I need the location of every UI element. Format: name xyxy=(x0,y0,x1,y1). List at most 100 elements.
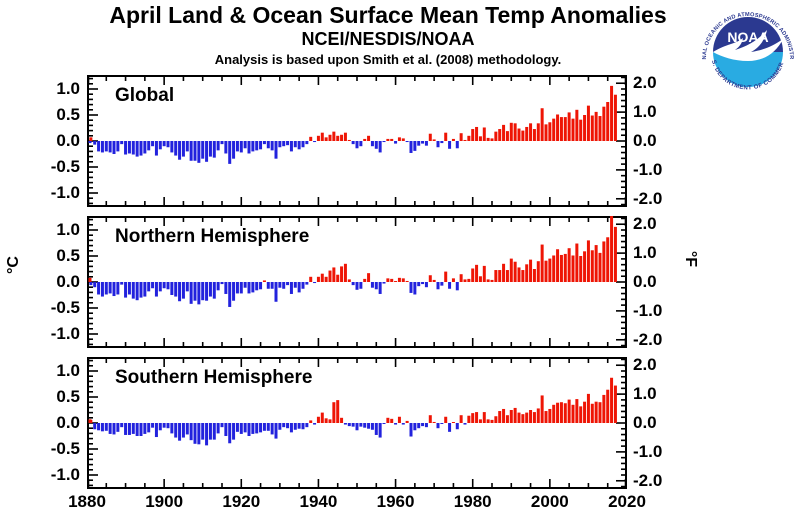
bar-1949 xyxy=(351,282,355,286)
bar-1881 xyxy=(89,419,93,423)
bar-1972 xyxy=(440,282,444,286)
bar-1980 xyxy=(471,413,475,423)
bar-1946 xyxy=(340,134,344,141)
bar-1897 xyxy=(151,423,155,428)
bar-2015 xyxy=(606,389,610,423)
bar-1888 xyxy=(116,423,120,432)
bar-2013 xyxy=(598,252,602,282)
bar-1900 xyxy=(162,282,166,289)
y-tick-label-c: 0.0 xyxy=(56,272,80,291)
bar-1969 xyxy=(428,415,432,423)
bar-1985 xyxy=(490,279,494,282)
bar-1960 xyxy=(394,141,398,144)
bar-1895 xyxy=(143,141,147,154)
bar-2002 xyxy=(556,114,560,141)
bar-1955 xyxy=(374,423,378,435)
bar-1884 xyxy=(100,423,104,432)
bar-1904 xyxy=(178,141,182,160)
bar-1931 xyxy=(282,282,286,289)
bar-1994 xyxy=(525,126,529,141)
bar-2014 xyxy=(602,394,606,423)
bar-1986 xyxy=(494,416,498,423)
bars xyxy=(88,85,617,164)
y-tick-label-c: -1.0 xyxy=(50,324,80,343)
bar-1881 xyxy=(89,282,93,286)
x-tick-label: 1900 xyxy=(145,492,184,511)
bar-1929 xyxy=(274,423,278,439)
bar-1950 xyxy=(355,423,359,431)
bar-1957 xyxy=(382,282,386,284)
bar-1950 xyxy=(355,282,359,290)
bar-1992 xyxy=(517,128,521,141)
bar-1891 xyxy=(127,141,131,154)
y-tick-label-f: 2.0 xyxy=(633,73,657,93)
bar-1894 xyxy=(139,141,143,156)
bar-2016 xyxy=(610,216,614,282)
bar-1966 xyxy=(417,141,421,146)
bar-1908 xyxy=(193,423,197,444)
bar-1925 xyxy=(259,141,263,150)
bar-1942 xyxy=(324,276,328,282)
bar-1982 xyxy=(478,276,482,282)
bar-1938 xyxy=(309,276,313,282)
seagull-icon xyxy=(713,30,783,61)
bar-2007 xyxy=(575,109,579,141)
bar-1890 xyxy=(124,282,128,298)
y-tick-label-c: -0.5 xyxy=(50,439,80,458)
bar-1985 xyxy=(490,138,494,141)
bar-1917 xyxy=(228,141,232,164)
bar-2000 xyxy=(548,258,552,282)
bar-1991 xyxy=(513,261,517,282)
x-tick-label: 1980 xyxy=(453,492,492,511)
bar-1953 xyxy=(367,273,371,282)
bar-1937 xyxy=(305,141,309,145)
bar-1883 xyxy=(97,141,101,152)
bar-2003 xyxy=(559,402,563,423)
bar-1928 xyxy=(270,282,274,289)
noaa-logo: NOAA NATIONAL OCEANIC AND ATMOSPHERIC AD… xyxy=(694,0,800,104)
bar-2007 xyxy=(575,243,579,282)
bar-1934 xyxy=(293,141,297,148)
figure-subtitle: NCEI/NESDIS/NOAA xyxy=(301,29,475,50)
bar-1963 xyxy=(405,280,409,282)
y-tick-label-c: -1.0 xyxy=(50,183,80,202)
bar-1895 xyxy=(143,282,147,297)
chart-northern-hemisphere xyxy=(87,216,627,348)
bar-1962 xyxy=(401,278,405,282)
bar-1957 xyxy=(382,423,386,424)
bar-1951 xyxy=(359,282,363,289)
bar-1907 xyxy=(189,141,193,161)
bar-1897 xyxy=(151,141,155,147)
bar-2000 xyxy=(548,122,552,141)
bar-1977 xyxy=(459,274,463,282)
bar-1905 xyxy=(181,141,185,157)
bar-1903 xyxy=(174,282,178,297)
bar-1913 xyxy=(212,423,216,440)
bar-2008 xyxy=(579,119,583,141)
bar-1977 xyxy=(459,133,463,141)
logo-sea xyxy=(713,52,783,87)
bar-1886 xyxy=(108,423,112,434)
bar-1893 xyxy=(135,282,139,301)
bar-2011 xyxy=(590,403,594,423)
bar-1949 xyxy=(351,141,355,145)
bar-1920 xyxy=(239,141,243,153)
logo-sky xyxy=(713,17,783,52)
bar-1984 xyxy=(486,137,490,141)
bar-1965 xyxy=(413,282,417,295)
bar-1922 xyxy=(247,282,251,294)
bar-1886 xyxy=(108,141,112,153)
bar-1981 xyxy=(475,264,479,282)
bar-1966 xyxy=(417,423,421,429)
bar-1916 xyxy=(224,423,228,436)
bar-1906 xyxy=(185,282,189,292)
bar-1991 xyxy=(513,407,517,423)
bar-1930 xyxy=(278,423,282,430)
bar-1986 xyxy=(494,131,498,141)
bar-1971 xyxy=(436,423,440,429)
bar-1996 xyxy=(532,269,536,282)
bar-1951 xyxy=(359,141,363,147)
bar-1997 xyxy=(536,261,540,282)
bar-1993 xyxy=(521,130,525,141)
bar-1895 xyxy=(143,423,147,434)
